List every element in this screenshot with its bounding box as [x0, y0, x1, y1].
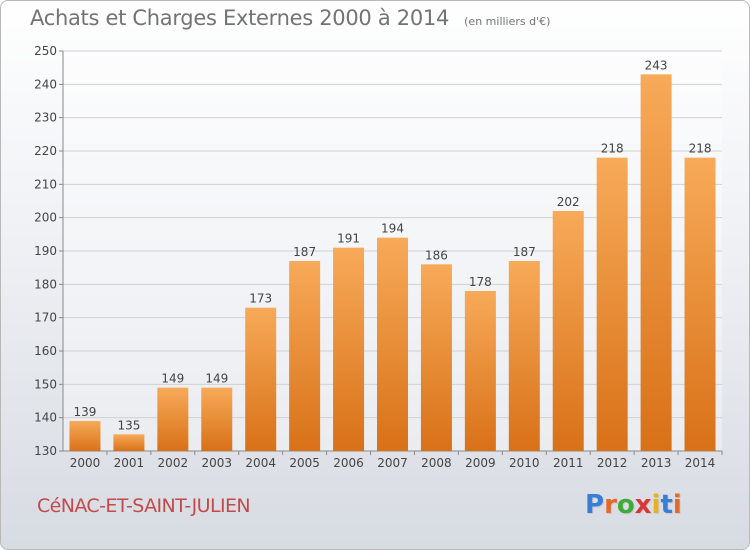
bar [333, 247, 365, 451]
bar [157, 387, 189, 451]
bar-value-label: 194 [381, 222, 404, 236]
bar-value-label: 186 [425, 248, 448, 262]
chart-unit: (en milliers d'€) [464, 15, 551, 28]
y-tick-label: 200 [34, 211, 57, 225]
y-tick-label: 250 [34, 44, 57, 58]
y-tick-label: 140 [34, 411, 57, 425]
x-tick-label: 2014 [685, 456, 716, 470]
proxiti-logo: Proxiti [585, 490, 682, 520]
bar [377, 237, 408, 451]
y-tick-label: 160 [34, 344, 57, 358]
bar [113, 434, 145, 451]
x-tick-label: 2013 [641, 456, 672, 470]
x-tick-label: 2007 [377, 456, 408, 470]
bar-value-label: 173 [249, 292, 272, 306]
x-tick-label: 2001 [114, 456, 145, 470]
bar-value-label: 218 [601, 142, 624, 156]
x-tick-label: 2011 [553, 456, 584, 470]
x-tick-label: 2005 [289, 456, 320, 470]
x-tick-label: 2000 [70, 456, 101, 470]
bar [201, 387, 233, 451]
bar-value-label: 139 [74, 405, 97, 419]
bar [289, 261, 321, 451]
y-tick-label: 210 [34, 177, 57, 191]
logo-letter: o [616, 490, 635, 520]
x-tick-label: 2010 [509, 456, 540, 470]
bar-value-label: 243 [645, 58, 668, 72]
bar-value-label: 135 [117, 418, 140, 432]
y-tick-label: 150 [34, 377, 57, 391]
bar [245, 307, 277, 451]
bar-value-label: 202 [557, 195, 580, 209]
logo-letter: t [660, 490, 673, 520]
logo-letter: x [634, 490, 652, 520]
bar [684, 157, 716, 451]
y-tick-label: 220 [34, 144, 57, 158]
chart-title: Achats et Charges Externes 2000 à 2014 [30, 6, 450, 30]
bar-value-label: 191 [337, 232, 360, 246]
y-tick-label: 130 [34, 444, 57, 458]
bar [552, 211, 584, 451]
y-tick-label: 240 [34, 77, 57, 91]
logo-letter: P [585, 490, 605, 520]
bar-value-label: 218 [689, 142, 712, 156]
bar-value-label: 187 [293, 245, 316, 259]
x-tick-label: 2002 [158, 456, 189, 470]
bar [596, 157, 628, 451]
y-tick-label: 190 [34, 244, 57, 258]
bar-value-label: 178 [469, 275, 492, 289]
logo-letter: i [672, 490, 682, 520]
bar-value-label: 149 [161, 372, 184, 386]
x-tick-label: 2012 [597, 456, 628, 470]
bar [464, 291, 496, 451]
y-tick-label: 180 [34, 277, 57, 291]
x-tick-label: 2008 [421, 456, 452, 470]
bar [640, 74, 672, 451]
logo-letter: i [651, 490, 661, 520]
bar-value-label: 149 [205, 372, 228, 386]
x-tick-label: 2006 [333, 456, 364, 470]
logo-letter: r [604, 490, 617, 520]
y-tick-label: 170 [34, 311, 57, 325]
bar [508, 261, 540, 451]
title-row: Achats et Charges Externes 2000 à 2014 (… [30, 6, 550, 30]
y-tick-label: 230 [34, 111, 57, 125]
x-tick-label: 2003 [201, 456, 232, 470]
bar [69, 421, 101, 451]
bar [420, 264, 452, 451]
location-name: CéNAC-ET-SAINT-JULIEN [37, 495, 251, 517]
bar-value-label: 187 [513, 245, 536, 259]
x-tick-label: 2009 [465, 456, 496, 470]
x-tick-label: 2004 [245, 456, 276, 470]
